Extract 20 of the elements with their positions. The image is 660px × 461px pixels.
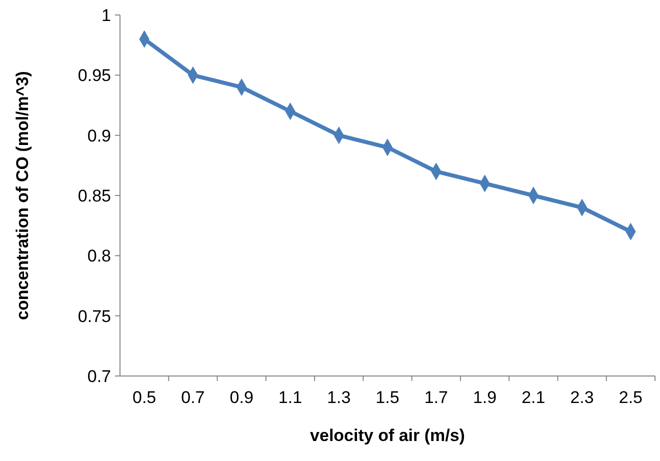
- x-tick-label: 1.9: [472, 388, 497, 407]
- y-tick-label: 0.75: [78, 306, 111, 326]
- y-tick-label: 1: [102, 6, 111, 25]
- x-tick-label: 0.9: [230, 388, 254, 407]
- x-tick-label: 2.3: [570, 388, 594, 407]
- x-tick-label: 0.7: [181, 388, 205, 407]
- x-tick-label: 1.1: [278, 388, 302, 407]
- x-tick-label: 2.5: [618, 388, 642, 407]
- x-tick-label: 1.7: [424, 388, 448, 407]
- x-tick-label: 1.3: [327, 388, 351, 407]
- y-axis-title: concentration of CO (mol/m^3): [13, 71, 32, 320]
- x-axis-title: velocity of air (m/s): [310, 426, 465, 445]
- x-tick-label: 2.1: [522, 388, 546, 407]
- y-tick-label: 0.95: [78, 66, 111, 86]
- y-tick-label: 0.85: [78, 186, 111, 206]
- x-tick-label: 0.5: [132, 388, 156, 407]
- y-tick-label: 0.9: [87, 126, 111, 146]
- y-tick-label: 0.7: [87, 366, 111, 386]
- y-tick-label: 0.8: [87, 246, 111, 266]
- x-tick-label: 1.5: [376, 388, 400, 407]
